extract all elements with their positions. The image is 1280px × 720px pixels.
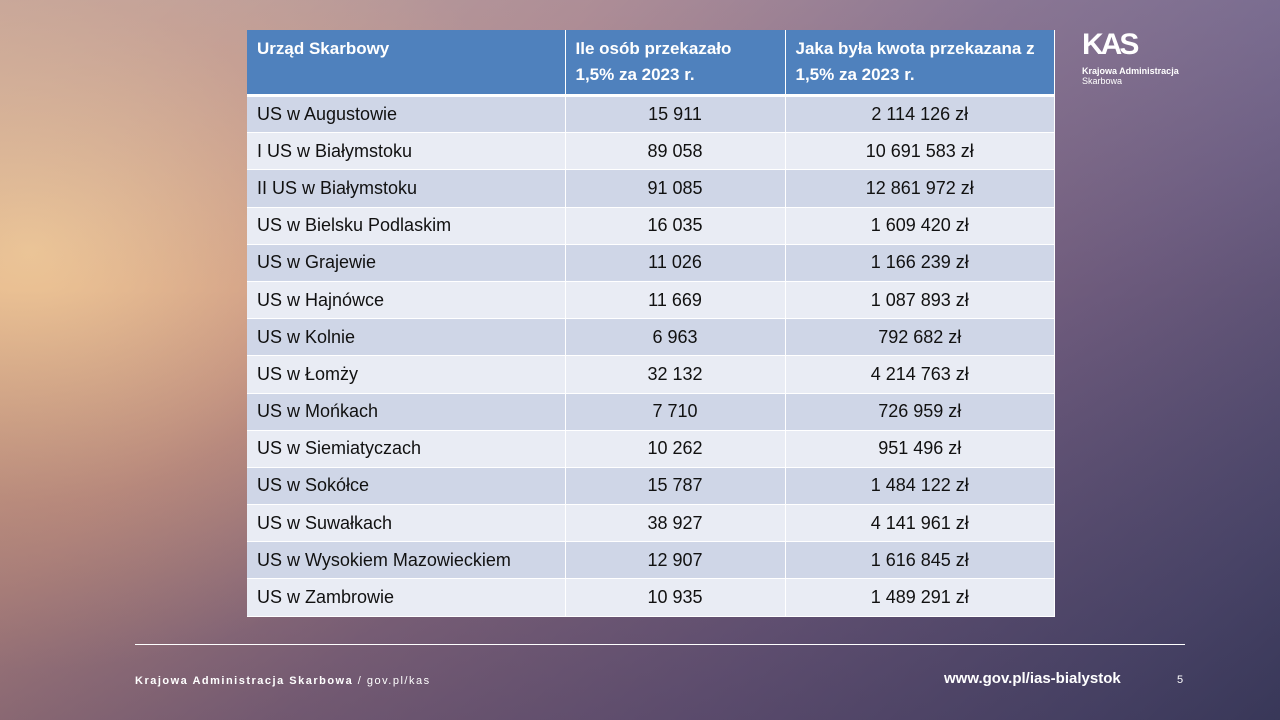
amount-cell: 1 616 845 zł xyxy=(785,541,1055,580)
table-row: US w Hajnówce 11 669 1 087 893 zł xyxy=(247,281,1055,320)
column-header: Jaka była kwota przekazana z 1,5% za 202… xyxy=(785,30,1055,97)
amount-cell: 1 166 239 zł xyxy=(785,244,1055,282)
office-cell: US w Bielsku Podlaskim xyxy=(247,207,566,245)
amount-cell: 1 489 291 zł xyxy=(785,578,1055,617)
people-count-cell: 16 035 xyxy=(565,207,786,245)
amount-cell: 4 214 763 zł xyxy=(785,355,1055,394)
footer-url[interactable]: www.gov.pl/ias-bialystok xyxy=(944,670,1121,687)
table-row: US w Wysokiem Mazowieckiem 12 907 1 616 84… xyxy=(247,541,1055,580)
table-row: II US w Białymstoku 91 085 12 861 972 zł xyxy=(247,169,1055,208)
people-count-cell: 38 927 xyxy=(565,504,786,543)
table-row: US w Suwałkach 38 927 4 141 961 zł xyxy=(247,504,1055,543)
footer-org-name: Krajowa Administracja Skarbowa xyxy=(135,675,354,687)
table-row: US w Mońkach 7 710 726 959 zł xyxy=(247,393,1055,431)
amount-cell: 12 861 972 zł xyxy=(785,169,1055,208)
people-count-cell: 89 058 xyxy=(565,132,786,171)
office-cell: US w Siemiatyczach xyxy=(247,430,566,468)
table-row: US w Siemiatyczach 10 262 951 496 zł xyxy=(247,430,1055,468)
table-row: US w Grajewie 11 026 1 166 239 zł xyxy=(247,244,1055,282)
table-row: US w Kolnie 6 963 792 682 zł xyxy=(247,318,1055,357)
office-cell: US w Mońkach xyxy=(247,393,566,431)
amount-cell: 726 959 zł xyxy=(785,393,1055,431)
logo-text-1: Krajowa Administracja xyxy=(1082,66,1179,76)
table-row: US w Sokółce 15 787 1 484 122 zł xyxy=(247,467,1055,506)
office-cell: US w Wysokiem Mazowieckiem xyxy=(247,541,566,580)
table-row: US w Łomży 32 132 4 214 763 zł xyxy=(247,355,1055,394)
footer-org: Krajowa Administracja Skarbowa / gov.pl/… xyxy=(135,675,431,687)
people-count-cell: 7 710 xyxy=(565,393,786,431)
office-cell: US w Augustowie xyxy=(247,95,566,134)
people-count-cell: 15 911 xyxy=(565,95,786,134)
amount-cell: 2 114 126 zł xyxy=(785,95,1055,134)
amount-cell: 792 682 zł xyxy=(785,318,1055,357)
office-cell: US w Łomży xyxy=(247,355,566,394)
people-count-cell: 10 935 xyxy=(565,578,786,617)
table-row: US w Zambrowie 10 935 1 489 291 zł xyxy=(247,578,1055,617)
people-count-cell: 32 132 xyxy=(565,355,786,394)
people-count-cell: 15 787 xyxy=(565,467,786,506)
office-cell: US w Zambrowie xyxy=(247,578,566,617)
table-row: US w Augustowie 15 911 2 114 126 zł xyxy=(247,95,1055,134)
footer-site: gov.pl/kas xyxy=(366,675,431,687)
people-count-cell: 11 026 xyxy=(565,244,786,282)
table-row: US w Bielsku Podlaskim 16 035 1 609 420 zł xyxy=(247,207,1055,245)
people-count-cell: 12 907 xyxy=(565,541,786,580)
people-count-cell: 11 669 xyxy=(565,281,786,320)
amount-cell: 1 609 420 zł xyxy=(785,207,1055,245)
kas-logo: KAS Krajowa Administracja Skarbowa xyxy=(1082,28,1179,87)
office-cell: US w Kolnie xyxy=(247,318,566,357)
column-header: Ile osób przekazało 1,5% za 2023 r. xyxy=(565,30,786,97)
people-count-cell: 6 963 xyxy=(565,318,786,357)
logo-text-2: Skarbowa xyxy=(1082,76,1123,86)
people-count-cell: 10 262 xyxy=(565,430,786,468)
footer-divider xyxy=(135,644,1185,645)
page-number: 5 xyxy=(1177,674,1184,686)
amount-cell: 1 484 122 zł xyxy=(785,467,1055,506)
office-cell: US w Sokółce xyxy=(247,467,566,506)
people-count-cell: 91 085 xyxy=(565,169,786,208)
amount-cell: 951 496 zł xyxy=(785,430,1055,468)
footer-separator: / xyxy=(353,675,367,687)
amount-cell: 4 141 961 zł xyxy=(785,504,1055,543)
amount-cell: 10 691 583 zł xyxy=(785,132,1055,171)
office-cell: US w Grajewie xyxy=(247,244,566,282)
table-row: I US w Białymstoku 89 058 10 691 583 zł xyxy=(247,132,1055,171)
column-header: Urząd Skarbowy xyxy=(247,30,566,97)
office-cell: I US w Białymstoku xyxy=(247,132,566,171)
office-cell: US w Hajnówce xyxy=(247,281,566,320)
amount-cell: 1 087 893 zł xyxy=(785,281,1055,320)
office-cell: II US w Białymstoku xyxy=(247,169,566,208)
office-cell: US w Suwałkach xyxy=(247,504,566,543)
logo-mark: KAS xyxy=(1082,28,1139,61)
data-table: Urząd Skarbowy Ile osób przekazało 1,5% z… xyxy=(247,30,1055,617)
